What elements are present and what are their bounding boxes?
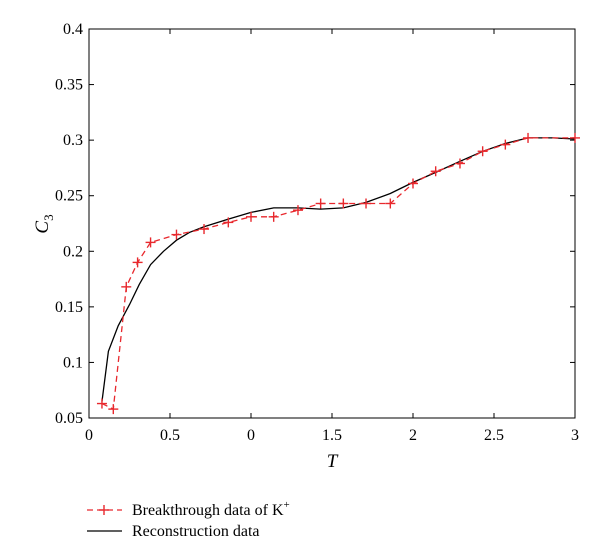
y-tick-label-5: 0.3 (63, 132, 83, 149)
data-point-0-6 (199, 224, 210, 235)
data-point-0-10 (292, 205, 303, 216)
series-line-1 (101, 137, 576, 402)
data-point-0-15 (408, 178, 418, 189)
data-point-0-9 (268, 211, 279, 222)
data-point-0-1 (108, 404, 119, 415)
y-tick-label-3: 0.2 (63, 243, 83, 260)
y-axis-label: C (32, 221, 53, 234)
x-tick-label-3: 1.5 (322, 427, 342, 444)
data-point-0-18 (477, 146, 488, 157)
y-tick-label-6: 0.35 (55, 77, 83, 94)
data-point-0-13 (361, 198, 372, 209)
y-axis-label-group: C3 (32, 214, 56, 233)
y-tick-label-7: 0.4 (63, 21, 83, 38)
legend-label-reconstruction: Reconstruction data (132, 523, 260, 540)
svg-text:C3: C3 (32, 214, 56, 233)
data-point-0-17 (454, 158, 465, 169)
series-line-0 (101, 137, 575, 411)
y-tick-label-4: 0.25 (55, 188, 83, 205)
ticks-layer: 0 0.5 0 1.5 2 2.5 3 0.05 0.1 0.15 0.2 0.25 0.3 0.35 0.… (55, 21, 579, 444)
x-tick-label-6: 3 (571, 427, 579, 444)
data-point-0-2 (121, 281, 132, 292)
data-point-0-19 (500, 139, 511, 150)
data-point-0-3 (132, 257, 143, 268)
data-point-0-8 (246, 211, 256, 222)
data-point-0-20 (523, 132, 534, 143)
x-tick-label-1: 0.5 (160, 427, 180, 444)
legend-marker-breakthrough (99, 505, 109, 515)
plot-area-frame (88, 28, 576, 419)
y-axis-label-subscript: 3 (41, 214, 56, 221)
series-layer (96, 132, 580, 415)
x-tick-label-2: 0 (247, 427, 255, 444)
data-point-0-7 (223, 217, 234, 228)
x-axis-label: T (327, 451, 339, 472)
data-point-0-5 (171, 229, 182, 240)
x-tick-label-0: 0 (85, 427, 93, 444)
svg-text:Breakthrough data of K+: Breakthrough data of K+ (132, 499, 290, 519)
data-point-0-16 (430, 166, 441, 177)
legend-label-breakthrough-superscript: + (284, 499, 290, 511)
data-point-0-0 (96, 398, 107, 409)
x-tick-label-5: 2.5 (484, 427, 504, 444)
legend-label-breakthrough: Breakthrough data of K (132, 502, 284, 519)
legend: Breakthrough data of K+ Reconstruction d… (87, 499, 290, 540)
data-point-0-4 (145, 237, 156, 248)
data-point-0-14 (385, 198, 396, 209)
y-tick-label-0: 0.05 (55, 410, 83, 427)
x-tick-label-4: 2 (409, 427, 417, 444)
data-point-0-21 (570, 132, 580, 143)
data-point-0-11 (315, 198, 326, 209)
data-point-0-12 (338, 198, 349, 209)
y-tick-label-2: 0.15 (55, 299, 83, 316)
y-tick-label-1: 0.1 (63, 354, 83, 371)
